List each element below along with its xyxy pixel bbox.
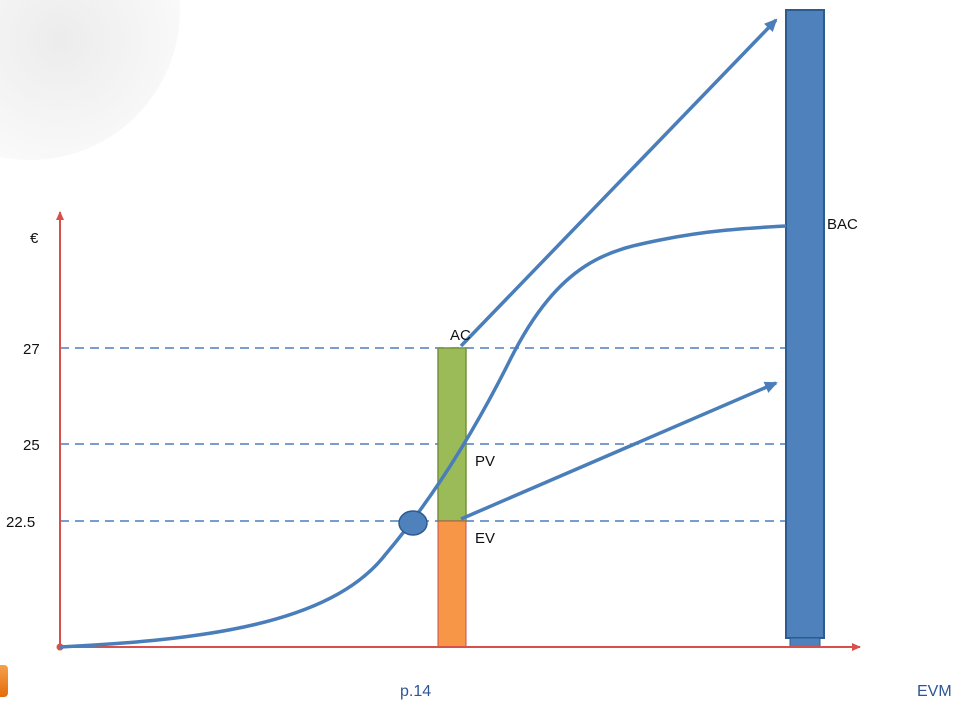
bac-bar-base xyxy=(789,637,821,648)
ac-label: AC xyxy=(450,327,471,344)
pv-curve xyxy=(59,224,787,649)
footer-title: EVM xyxy=(917,683,952,700)
ac-bar xyxy=(437,347,467,522)
status-point xyxy=(398,510,428,536)
ev-projection-arrow xyxy=(460,381,778,521)
ev-label: EV xyxy=(475,530,495,547)
tick-label-27: 27 xyxy=(23,341,40,358)
page-number: p.14 xyxy=(400,683,432,700)
bac-bar xyxy=(785,9,825,639)
tick-label-25: 25 xyxy=(23,437,40,454)
tick-label-22-5: 22.5 xyxy=(6,514,35,531)
bac-label: BAC xyxy=(827,216,858,233)
pv-label: PV xyxy=(475,453,495,470)
ac-projection-arrow xyxy=(459,18,778,348)
footer-logo xyxy=(0,665,8,697)
ev-bar xyxy=(437,520,467,648)
y-axis-unit: € xyxy=(30,230,39,247)
